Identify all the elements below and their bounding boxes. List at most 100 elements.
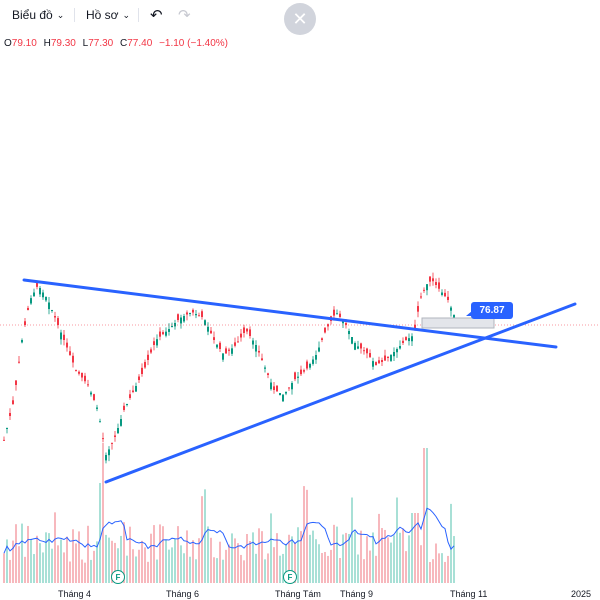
volume-bar: [240, 554, 242, 583]
candle-body: [15, 380, 17, 385]
volume-bar: [360, 530, 362, 583]
volume-bar: [180, 545, 182, 583]
close-value: 77.40: [127, 38, 153, 49]
candle-body: [231, 348, 233, 354]
volume-bar: [33, 554, 35, 583]
undo-button[interactable]: ↶: [150, 6, 163, 24]
volume-bar: [108, 537, 110, 583]
volume-bar: [417, 513, 419, 583]
candle-body: [384, 355, 386, 361]
candle-body: [375, 362, 377, 365]
volume-bar: [78, 531, 80, 583]
volume-bar: [27, 525, 29, 583]
candle-body: [294, 372, 296, 380]
volume-bar: [48, 533, 50, 583]
close-icon: ✕: [292, 8, 308, 29]
volume-bar: [291, 536, 293, 583]
chart-menu-button[interactable]: Biểu đồ ⌄: [12, 6, 64, 24]
candle-body: [402, 340, 404, 343]
candle-body: [408, 338, 410, 342]
candle-body: [273, 386, 275, 390]
candle-body: [135, 386, 137, 392]
candle-body: [372, 361, 374, 367]
candle-body: [318, 347, 320, 352]
candle-body: [315, 355, 317, 360]
volume-bar: [264, 559, 266, 583]
financial-event-marker[interactable]: F: [283, 570, 297, 584]
candle-body: [105, 455, 107, 461]
volume-bar: [93, 550, 95, 583]
candle-body: [12, 400, 14, 404]
candle-body: [267, 373, 269, 375]
candle-body: [243, 327, 245, 333]
candle-body: [141, 367, 143, 374]
volume-bar: [261, 531, 263, 583]
candle-body: [429, 276, 431, 282]
volume-bar: [30, 538, 32, 583]
volume-bar: [222, 559, 224, 583]
volume-bar: [342, 534, 344, 583]
volume-bar: [75, 543, 77, 583]
volume-bar: [315, 539, 317, 583]
candle-body: [309, 364, 311, 368]
candle-body: [297, 376, 299, 378]
volume-bar: [84, 562, 86, 583]
candle-body: [441, 292, 443, 295]
volume-bar: [372, 532, 374, 583]
financial-event-marker[interactable]: F: [111, 570, 125, 584]
volume-bar: [18, 546, 20, 583]
volume-bar: [297, 527, 299, 583]
candle-body: [381, 359, 383, 362]
volume-bar: [333, 524, 335, 583]
volume-bar: [3, 553, 5, 583]
candle-body: [48, 302, 50, 310]
volume-bar: [195, 559, 197, 583]
candle-body: [45, 297, 47, 301]
volume-bar: [60, 539, 62, 583]
profile-menu-button[interactable]: Hồ sơ ⌄: [86, 6, 130, 24]
candle-body: [333, 309, 335, 316]
candle-body: [234, 342, 236, 346]
lower-trendline: [104, 302, 577, 484]
volume-bar: [66, 536, 68, 583]
candle-body: [180, 317, 182, 324]
volume-bar: [246, 534, 248, 583]
candle-body: [324, 327, 326, 333]
volume-bar: [384, 529, 386, 583]
change-value: −1.10 (−1.40%): [159, 38, 228, 49]
candle-body: [66, 342, 68, 348]
volume-bar: [150, 533, 152, 583]
volume-bar: [198, 538, 200, 583]
x-axis-label: Tháng Tám: [275, 589, 321, 599]
candle-body: [261, 358, 263, 360]
volume-bar: [351, 497, 353, 583]
redo-button[interactable]: ↷: [178, 6, 191, 24]
undo-icon: ↶: [150, 7, 163, 24]
close-button[interactable]: ✕: [284, 3, 316, 35]
candle-body: [162, 332, 164, 335]
candle-body: [165, 331, 167, 336]
volume-bar: [363, 559, 365, 583]
candle-body: [138, 376, 140, 380]
candle-body: [240, 333, 242, 338]
volume-bar: [141, 540, 143, 583]
volume-bar: [345, 532, 347, 583]
volume-bar: [435, 543, 437, 583]
volume-bar: [393, 535, 395, 583]
candle-body: [360, 343, 362, 349]
candle-body: [210, 330, 212, 334]
volume-bar: [276, 533, 278, 583]
candle-body: [81, 372, 83, 378]
candle-body: [354, 343, 356, 350]
volume-bar: [273, 547, 275, 583]
candle-body: [390, 355, 392, 361]
candle-body: [282, 394, 284, 402]
volume-bar: [102, 443, 104, 583]
volume-bar: [243, 560, 245, 583]
candle-body: [201, 311, 203, 317]
candle-body: [450, 307, 452, 311]
candle-body: [312, 359, 314, 364]
volume-bar: [453, 536, 455, 583]
candle-body: [285, 392, 287, 394]
